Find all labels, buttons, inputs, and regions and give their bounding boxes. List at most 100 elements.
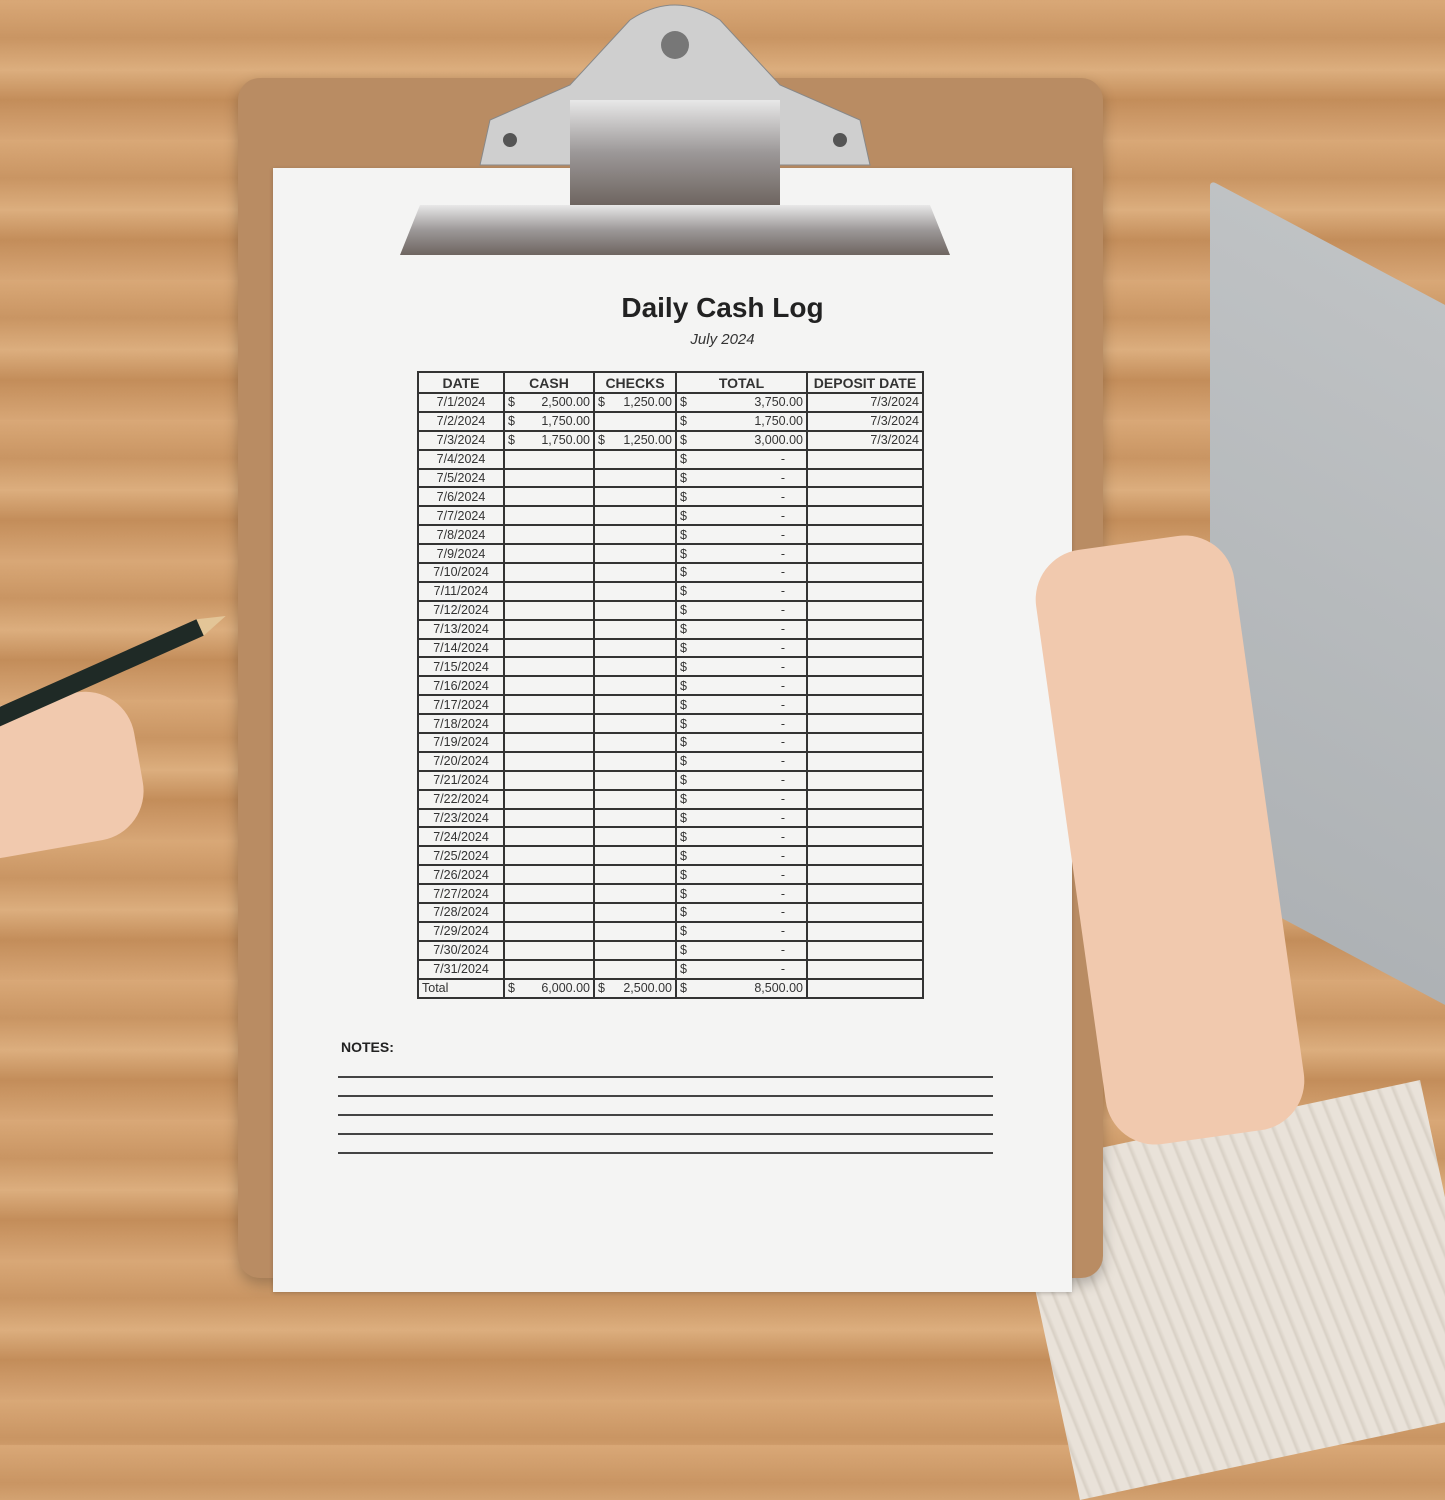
clipboard-clip: [400, 4, 950, 255]
total-cell: $ -: [675, 788, 808, 810]
checks-cell: [593, 845, 677, 867]
table-row: 7/30/2024 $ -: [417, 939, 924, 961]
date: 7/31/2024: [417, 958, 505, 980]
table-row: 7/7/2024 $ -: [417, 505, 924, 527]
notes-line: [338, 1152, 993, 1154]
total: -: [780, 735, 785, 750]
total-cash-cell: $6,000.00: [503, 977, 595, 999]
total: -: [780, 659, 785, 674]
total-cell: $ -: [675, 562, 808, 583]
deposit-date: 7/3/2024: [806, 429, 924, 451]
date: 7/15/2024: [417, 656, 505, 678]
cash-cell: [503, 694, 595, 716]
table-row: 7/5/2024 $ -: [417, 467, 924, 489]
total: 3,750.00: [754, 395, 803, 410]
cash-cell: [503, 599, 595, 621]
checks-cell: [593, 826, 677, 848]
checks-cell: [593, 562, 677, 583]
date: 7/5/2024: [417, 467, 505, 489]
total: 1,750.00: [754, 414, 803, 429]
cash: 1,750.00: [541, 433, 590, 448]
cash-cell: [503, 618, 595, 640]
date: 7/29/2024: [417, 920, 505, 942]
date: 7/18/2024: [417, 713, 505, 735]
total: -: [780, 452, 785, 467]
deposit-date: [806, 524, 924, 546]
deposit-date: [806, 656, 924, 678]
checks-cell: [593, 599, 677, 621]
currency-symbol: $: [680, 773, 687, 788]
total-cell: $3,750.00: [675, 392, 808, 413]
checks-cell: [593, 788, 677, 810]
table-row: 7/23/2024 $ -: [417, 807, 924, 829]
checks-cell: [593, 524, 677, 546]
currency-symbol: $: [680, 735, 687, 750]
date: 7/25/2024: [417, 845, 505, 867]
page-subtitle: July 2024: [690, 331, 755, 348]
currency-symbol: $: [598, 433, 605, 448]
notes-line: [338, 1133, 993, 1135]
page-title: Daily Cash Log: [621, 292, 824, 323]
total: -: [780, 905, 785, 920]
currency-symbol: $: [680, 867, 687, 882]
checks-cell: [593, 675, 677, 697]
deposit-date: [806, 562, 924, 583]
deposit-date: [806, 807, 924, 829]
date: 7/21/2024: [417, 769, 505, 791]
total-checks-cell: $2,500.00: [593, 977, 677, 999]
currency-symbol: $: [680, 943, 687, 958]
checks-cell: [593, 713, 677, 735]
currency-symbol: $: [680, 659, 687, 674]
currency-symbol: $: [680, 584, 687, 599]
cash-cell: $2,500.00: [503, 392, 595, 413]
cash-cell: [503, 562, 595, 583]
total-cell: $ -: [675, 750, 808, 772]
currency-symbol: $: [680, 546, 687, 561]
total-cell: $ -: [675, 920, 808, 942]
total: -: [780, 924, 785, 939]
table-row: 7/20/2024 $ -: [417, 750, 924, 772]
table-row: 7/14/2024 $ -: [417, 637, 924, 659]
total-cell: $ -: [675, 807, 808, 829]
table-row: 7/19/2024 $ -: [417, 732, 924, 753]
total-checks: 2,500.00: [623, 981, 672, 996]
deposit-date: [806, 505, 924, 527]
notes-label: NOTES:: [341, 1039, 394, 1055]
currency-symbol: $: [680, 981, 687, 996]
total-cell: $ -: [675, 958, 808, 980]
total-cell: $ -: [675, 939, 808, 961]
total-cell: $ -: [675, 732, 808, 753]
cash-cell: [503, 486, 595, 508]
total-cell: $ -: [675, 486, 808, 508]
header-cash: CASH: [503, 371, 595, 394]
date: 7/13/2024: [417, 618, 505, 640]
total-cell: $ -: [675, 883, 808, 905]
total-cell: $ -: [675, 713, 808, 735]
total-cell: $ -: [675, 618, 808, 640]
date: 7/28/2024: [417, 902, 505, 923]
total-cell: $ -: [675, 524, 808, 546]
total: -: [780, 678, 785, 693]
total-cell: $ -: [675, 656, 808, 678]
cash-cell: [503, 883, 595, 905]
total-cell: $ -: [675, 864, 808, 886]
cash-cell: [503, 637, 595, 659]
total-cell: $ -: [675, 769, 808, 791]
date: 7/26/2024: [417, 864, 505, 886]
checks-cell: [593, 939, 677, 961]
checks-cell: [593, 920, 677, 942]
checks-cell: $1,250.00: [593, 429, 677, 451]
total: -: [780, 622, 785, 637]
table-row: 7/12/2024 $ -: [417, 599, 924, 621]
total-total: 8,500.00: [754, 981, 803, 996]
currency-symbol: $: [680, 697, 687, 712]
checks-cell: [593, 618, 677, 640]
checks-cell: [593, 958, 677, 980]
header-checks: CHECKS: [593, 371, 677, 394]
deposit-date: 7/3/2024: [806, 410, 924, 432]
date: 7/1/2024: [417, 392, 505, 413]
currency-symbol: $: [508, 414, 515, 429]
total: -: [780, 527, 785, 542]
date: 7/10/2024: [417, 562, 505, 583]
total: -: [780, 546, 785, 561]
